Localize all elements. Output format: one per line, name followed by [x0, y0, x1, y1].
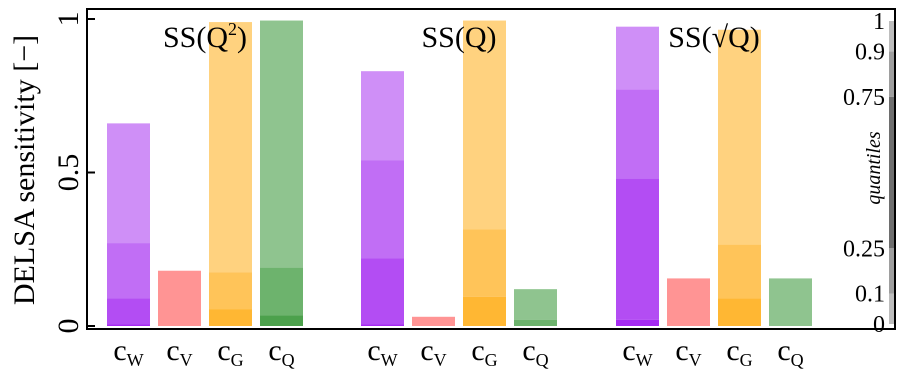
bars-layer: [107, 20, 812, 326]
y-axis-label: DELSA sensitivity [−]: [8, 35, 41, 305]
bar-band-q25-q75: [769, 278, 812, 326]
bar-band-q25-q75: [412, 316, 455, 326]
y-tick-label: 1: [52, 12, 85, 27]
colorbar-segment: [889, 51, 895, 97]
colorbar-label: quantiles: [863, 131, 885, 205]
bar-band-min: [361, 324, 404, 326]
y-axis: 00.51: [52, 12, 95, 334]
bar-band-q25-q75: [107, 123, 150, 244]
bar-band-q25-q75: [158, 270, 201, 326]
plot-frame: [86, 8, 896, 330]
colorbar-segment: [889, 248, 895, 294]
y-tick-label: 0: [52, 319, 85, 334]
bar-band-q10-q25: [260, 267, 303, 316]
x-tick-label: cG: [217, 334, 243, 370]
bar-band-q10-q25: [209, 272, 252, 310]
bar-band-q25-q75: [718, 29, 761, 245]
bar-band-q0-q10: [718, 298, 761, 326]
bar-band-q25-q75: [361, 71, 404, 161]
x-tick-label: cV: [675, 334, 701, 370]
colorbar-segment: [889, 21, 895, 52]
colorbar-tick-label: 0.9: [855, 39, 885, 65]
x-tick-label: cQ: [522, 334, 548, 370]
bar-band-q10-q25: [514, 319, 557, 326]
bar-band-q0-q10: [107, 298, 150, 325]
bar-band-q10-q25: [361, 160, 404, 259]
bar-band-q10-q25: [718, 244, 761, 299]
bar-band-q0-q10: [361, 258, 404, 325]
bar-band-q0-q10: [260, 315, 303, 326]
x-tick-label: cV: [420, 334, 446, 370]
bar-band-q10-q25: [107, 243, 150, 299]
bar-band-q25-q75: [463, 20, 506, 230]
bar-band-q25-q75: [514, 289, 557, 320]
panel-title: SS(Q): [421, 21, 496, 54]
bar-band-q10-q25: [616, 89, 659, 179]
x-tick-label: cG: [471, 334, 497, 370]
panel-title: SS(√Q): [668, 21, 760, 54]
colorbar-tick-label: 0.1: [855, 282, 885, 308]
bar-band-min: [616, 319, 659, 326]
bar-band-q25-q75: [667, 278, 710, 326]
bar-band-q25-q75: [209, 22, 252, 273]
bar-band-q0-q10: [616, 178, 659, 320]
bar-band-q0-q10: [463, 296, 506, 326]
bar-band-q10-q25: [463, 229, 506, 297]
bar-band-min: [107, 324, 150, 326]
colorbar-tick-label: 0: [873, 312, 885, 338]
y-tick-label: 0.5: [52, 154, 85, 192]
colorbar-segment: [889, 293, 895, 324]
bar-band-q25-q75: [260, 20, 303, 268]
bar-band-q25-q75: [616, 26, 659, 90]
colorbar-tick-label: 0.25: [843, 236, 885, 262]
bar-band-q0-q10: [209, 309, 252, 326]
colorbar-tick-label: 1: [873, 9, 885, 35]
quantile-colorbar: 0 0.1 0.25 0.75 0.9 1: [843, 9, 895, 338]
colorbar-tick-label: 0.75: [843, 85, 885, 111]
colorbar-segment: [889, 96, 895, 249]
x-tick-label: cV: [166, 334, 192, 370]
